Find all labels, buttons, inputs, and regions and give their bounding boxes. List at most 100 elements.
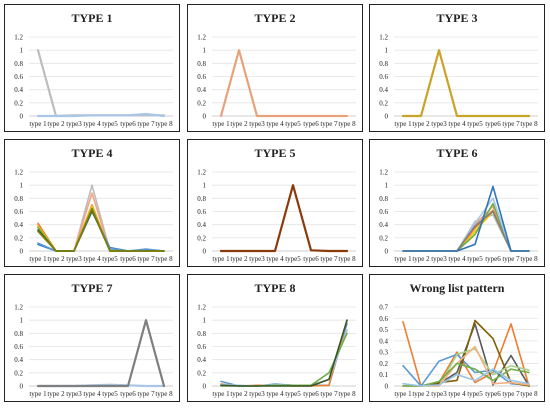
- y-tick-label: 1: [20, 182, 24, 190]
- y-tick-label: 0.8: [14, 195, 23, 203]
- y-tick-label: 1.2: [14, 169, 23, 177]
- x-tick-label: type 4: [83, 390, 101, 398]
- chart-title: TYPE 2: [254, 11, 295, 25]
- y-tick-label: 1.2: [197, 169, 206, 177]
- series-line-1: [402, 320, 530, 387]
- y-tick-label: 0.4: [14, 356, 23, 364]
- y-tick-label: 1.2: [197, 304, 206, 312]
- y-tick-label: 0.2: [14, 369, 23, 377]
- series-line-1: [401, 49, 531, 118]
- series-line-2: [220, 319, 348, 387]
- y-tick-label: 1: [385, 182, 389, 190]
- series-line-2: [37, 192, 165, 252]
- x-tick-label: type3: [431, 120, 447, 128]
- chart-panel-6: TYPE 6 0 0.2 0.4 0.6 0.8 1 1.2 type 1 type 2 type3…: [369, 139, 545, 267]
- y-tick-label: 1: [385, 47, 389, 55]
- y-tick-label: 1.2: [197, 34, 206, 42]
- chart-svg: TYPE 7 0 0.2 0.4 0.6 0.8 1 1.2 type 1 type 2 type3…: [14, 281, 173, 398]
- y-tick-label: 0.8: [197, 195, 206, 203]
- x-tick-label: type6: [120, 255, 136, 263]
- x-tick-label: type 4: [266, 255, 284, 263]
- y-tick-label: 0.8: [379, 60, 388, 68]
- series-line-1: [37, 184, 165, 252]
- chart-panel-1: TYPE 1 0 0.2 0.4 0.6 0.8 1 1.2 type 1 type 2 type3…: [4, 4, 180, 132]
- series-line-5: [220, 319, 348, 387]
- chart-panel-4: TYPE 4 0 0.2 0.4 0.6 0.8 1 1.2 type 1 type 2 type3…: [4, 139, 180, 267]
- y-tick-label: 0.3: [379, 349, 388, 357]
- x-tick-label: type6: [120, 390, 136, 398]
- chart-panel-7: TYPE 7 0 0.2 0.4 0.6 0.8 1 1.2 type 1 type 2 type3…: [4, 274, 180, 402]
- x-tick-label: type 7: [502, 255, 520, 263]
- x-tick-label: type 1: [212, 390, 230, 398]
- x-tick-label: type 8: [338, 390, 356, 398]
- x-tick-label: type3: [431, 255, 447, 263]
- series-line-2: [36, 319, 166, 388]
- x-tick-label: type5: [285, 255, 301, 263]
- x-tick-label: type 4: [266, 120, 284, 128]
- x-tick-label: type 2: [412, 390, 430, 398]
- y-tick-label: 0.2: [14, 234, 23, 242]
- x-tick-label: type 1: [212, 255, 230, 263]
- x-tick-label: type 1: [29, 255, 47, 263]
- y-tick-label: 0: [20, 113, 24, 121]
- x-tick-label: type5: [467, 120, 483, 128]
- y-tick-label: 0: [385, 248, 389, 256]
- x-tick-label: type6: [485, 255, 501, 263]
- x-tick-label: type 8: [155, 255, 173, 263]
- chart-svg: TYPE 1 0 0.2 0.4 0.6 0.8 1 1.2 type 1 type 2 type3…: [14, 11, 173, 128]
- x-tick-label: type6: [303, 390, 319, 398]
- y-tick-label: 1.2: [379, 169, 388, 177]
- x-tick-label: type3: [66, 390, 82, 398]
- x-tick-label: type 8: [338, 255, 356, 263]
- y-tick-label: 0.8: [14, 330, 23, 338]
- y-tick-label: 0.6: [197, 208, 206, 216]
- x-tick-label: type 7: [320, 255, 338, 263]
- series-line-2: [402, 353, 530, 387]
- x-tick-label: type6: [485, 390, 501, 398]
- series-line-8: [402, 368, 530, 387]
- y-tick-label: 0.2: [379, 234, 388, 242]
- x-tick-label: type 4: [448, 390, 466, 398]
- x-tick-label: type5: [285, 120, 301, 128]
- y-tick-label: 0: [385, 383, 389, 391]
- x-tick-label: type 7: [137, 120, 155, 128]
- x-tick-label: type 1: [29, 120, 47, 128]
- x-tick-label: type5: [467, 390, 483, 398]
- x-tick-label: type6: [120, 120, 136, 128]
- y-tick-label: 1.2: [14, 304, 23, 312]
- y-tick-label: 0.2: [379, 360, 388, 368]
- y-tick-label: 0: [203, 248, 207, 256]
- x-tick-label: type 7: [502, 120, 520, 128]
- x-tick-label: type 1: [212, 120, 230, 128]
- x-tick-label: type 8: [520, 255, 538, 263]
- chart-svg: TYPE 5 0 0.2 0.4 0.6 0.8 1 1.2 type 1 type 2 type3…: [197, 146, 356, 263]
- x-tick-label: type5: [102, 255, 118, 263]
- x-tick-label: type 8: [155, 120, 173, 128]
- chart-panel-8: TYPE 8 0 0.2 0.4 0.6 0.8 1 1.2 type 1 type 2 type3…: [187, 274, 363, 402]
- x-tick-label: type 8: [520, 120, 538, 128]
- x-tick-label: type 4: [83, 120, 101, 128]
- y-tick-label: 0: [203, 113, 207, 121]
- y-tick-label: 0.6: [379, 73, 388, 81]
- y-tick-label: 0.4: [379, 221, 388, 229]
- x-tick-label: type 2: [47, 390, 65, 398]
- x-tick-label: type 8: [520, 390, 538, 398]
- x-tick-label: type 4: [266, 390, 284, 398]
- chart-title: TYPE 6: [436, 146, 477, 160]
- chart-panel-3: TYPE 3 0 0.2 0.4 0.6 0.8 1 1.2 type 1 type 2 type3…: [369, 4, 545, 132]
- chart-panel-2: TYPE 2 0 0.2 0.4 0.6 0.8 1 1.2 type 1 type 2 type3…: [187, 4, 363, 132]
- y-tick-label: 0.4: [379, 86, 388, 94]
- x-tick-label: type 7: [320, 390, 338, 398]
- y-tick-label: 0.6: [379, 315, 388, 323]
- series-line-2: [36, 112, 166, 118]
- x-tick-label: type 4: [448, 120, 466, 128]
- chart-title: TYPE 4: [71, 146, 112, 160]
- series-line-5: [402, 202, 530, 252]
- y-tick-label: 0.5: [379, 326, 388, 334]
- x-tick-label: type5: [467, 255, 483, 263]
- y-tick-label: 0.8: [197, 330, 206, 338]
- x-tick-label: type 1: [29, 390, 47, 398]
- series-line-3: [220, 329, 348, 387]
- x-tick-label: type 7: [137, 390, 155, 398]
- y-tick-label: 0.2: [14, 99, 23, 107]
